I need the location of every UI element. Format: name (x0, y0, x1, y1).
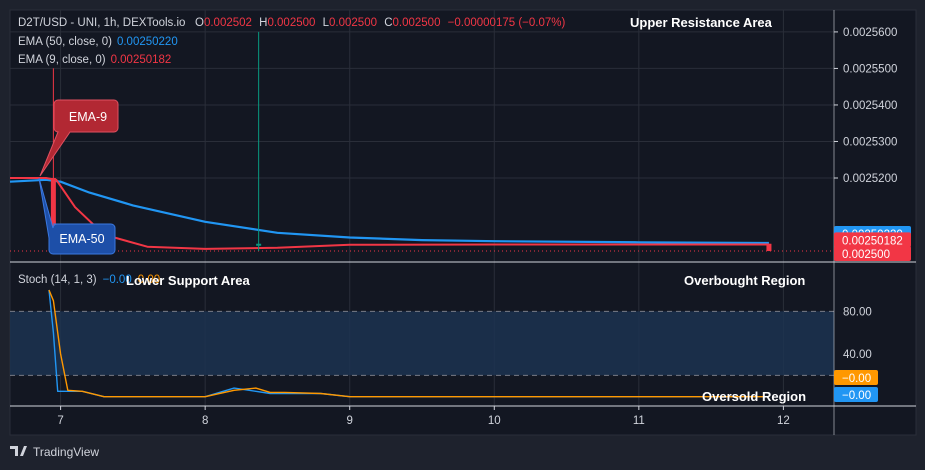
stoch-legend-label: Stoch (14, 1, 3) (18, 274, 97, 286)
ema50-legend[interactable]: EMA (50, close, 0) 0.00250220 (18, 36, 178, 48)
stoch-price-label-box (834, 387, 878, 402)
close-label: C (384, 17, 392, 29)
stoch-price-label-box (834, 370, 878, 385)
x-tick-label: 8 (202, 415, 208, 427)
stoch-y-tick-label: 80.00 (843, 306, 872, 318)
x-tick-label: 12 (777, 415, 790, 427)
stoch-panel[interactable] (48, 289, 769, 398)
pair-title: D2T/USD - UNI, 1h, DEXTools.io (18, 17, 185, 29)
stoch-zone (10, 310, 834, 376)
candle-body[interactable] (50, 178, 56, 252)
candle-body[interactable] (256, 243, 262, 246)
price-label-text: 0.002500 (842, 249, 890, 261)
x-tick-label: 7 (57, 415, 63, 427)
high-label: H (259, 17, 267, 29)
ema50-legend-label: EMA (50, close, 0) (18, 36, 112, 48)
ema50-callout-box (38, 177, 116, 255)
callouts: EMA-9 EMA-50 (38, 99, 119, 255)
price-axis[interactable]: 0.0025600 0.0025500 0.0025400 0.0025300 0.00… (834, 27, 897, 361)
x-tick-label: 10 (488, 415, 501, 427)
oversold-annotation: Oversold Region (702, 389, 806, 404)
candle-body[interactable] (766, 243, 772, 252)
lower-support-annotation: Lower Support Area (126, 273, 251, 288)
y-tick-label: 0.0025500 (843, 63, 897, 75)
tradingview-logo[interactable]: TradingView (10, 445, 99, 459)
ema50-callout-text: EMA-50 (59, 232, 104, 246)
price-label-box (834, 246, 911, 262)
price-panel[interactable] (9, 31, 834, 252)
y-tick-label: 0.0025300 (843, 136, 897, 148)
x-tick-label: 9 (347, 415, 353, 427)
stoch-price-label-text: −0.00 (842, 390, 871, 402)
y-tick-label: 0.0025400 (843, 100, 897, 112)
time-axis[interactable]: 7 8 9 10 11 12 (57, 406, 790, 427)
stoch-k-value: −0.00 (103, 274, 132, 286)
price-label-box (834, 232, 911, 248)
open-label: O (195, 17, 204, 29)
open-value: 0.002502 (204, 17, 252, 29)
ohlc-readout: O0.002502 H0.002500 L0.002500 C0.002500 … (195, 17, 565, 29)
y-tick-label: 0.0025600 (843, 27, 897, 39)
stoch-d-value: 0.00 (138, 274, 160, 286)
stoch-band-fill (10, 311, 834, 376)
ema9-legend[interactable]: EMA (9, close, 0) 0.00250182 (18, 54, 171, 66)
ema50-legend-value: 0.00250220 (117, 36, 178, 48)
ema50-callout: EMA-50 (38, 177, 116, 255)
ema9-callout: EMA-9 (39, 99, 119, 177)
tradingview-icon (10, 446, 27, 456)
price-label-text: 0.00250182 (842, 235, 903, 247)
ema9-legend-label: EMA (9, close, 0) (18, 54, 106, 66)
low-value: 0.002500 (329, 17, 377, 29)
ema9-legend-value: 0.00250182 (111, 54, 172, 66)
stoch-price-label-text: −0.00 (842, 373, 871, 385)
upper-resistance-annotation: Upper Resistance Area (630, 15, 773, 30)
low-label: L (323, 17, 330, 29)
stoch-y-tick-label: 40.00 (843, 349, 872, 361)
y-tick-label: 0.0025200 (843, 173, 897, 185)
high-value: 0.002500 (267, 17, 315, 29)
x-tick-label: 11 (633, 415, 645, 427)
stoch-d-line[interactable] (48, 289, 769, 398)
change-value: −0.00000175 (−0.07%) (448, 17, 566, 29)
tradingview-wordmark: TradingView (33, 445, 99, 459)
ema9-callout-text: EMA-9 (69, 110, 107, 124)
ema9-callout-box (39, 99, 119, 177)
close-value: 0.002500 (393, 17, 441, 29)
overbought-annotation: Overbought Region (684, 273, 805, 288)
stoch-legend[interactable]: Stoch (14, 1, 3) −0.00 0.00 (18, 274, 160, 286)
